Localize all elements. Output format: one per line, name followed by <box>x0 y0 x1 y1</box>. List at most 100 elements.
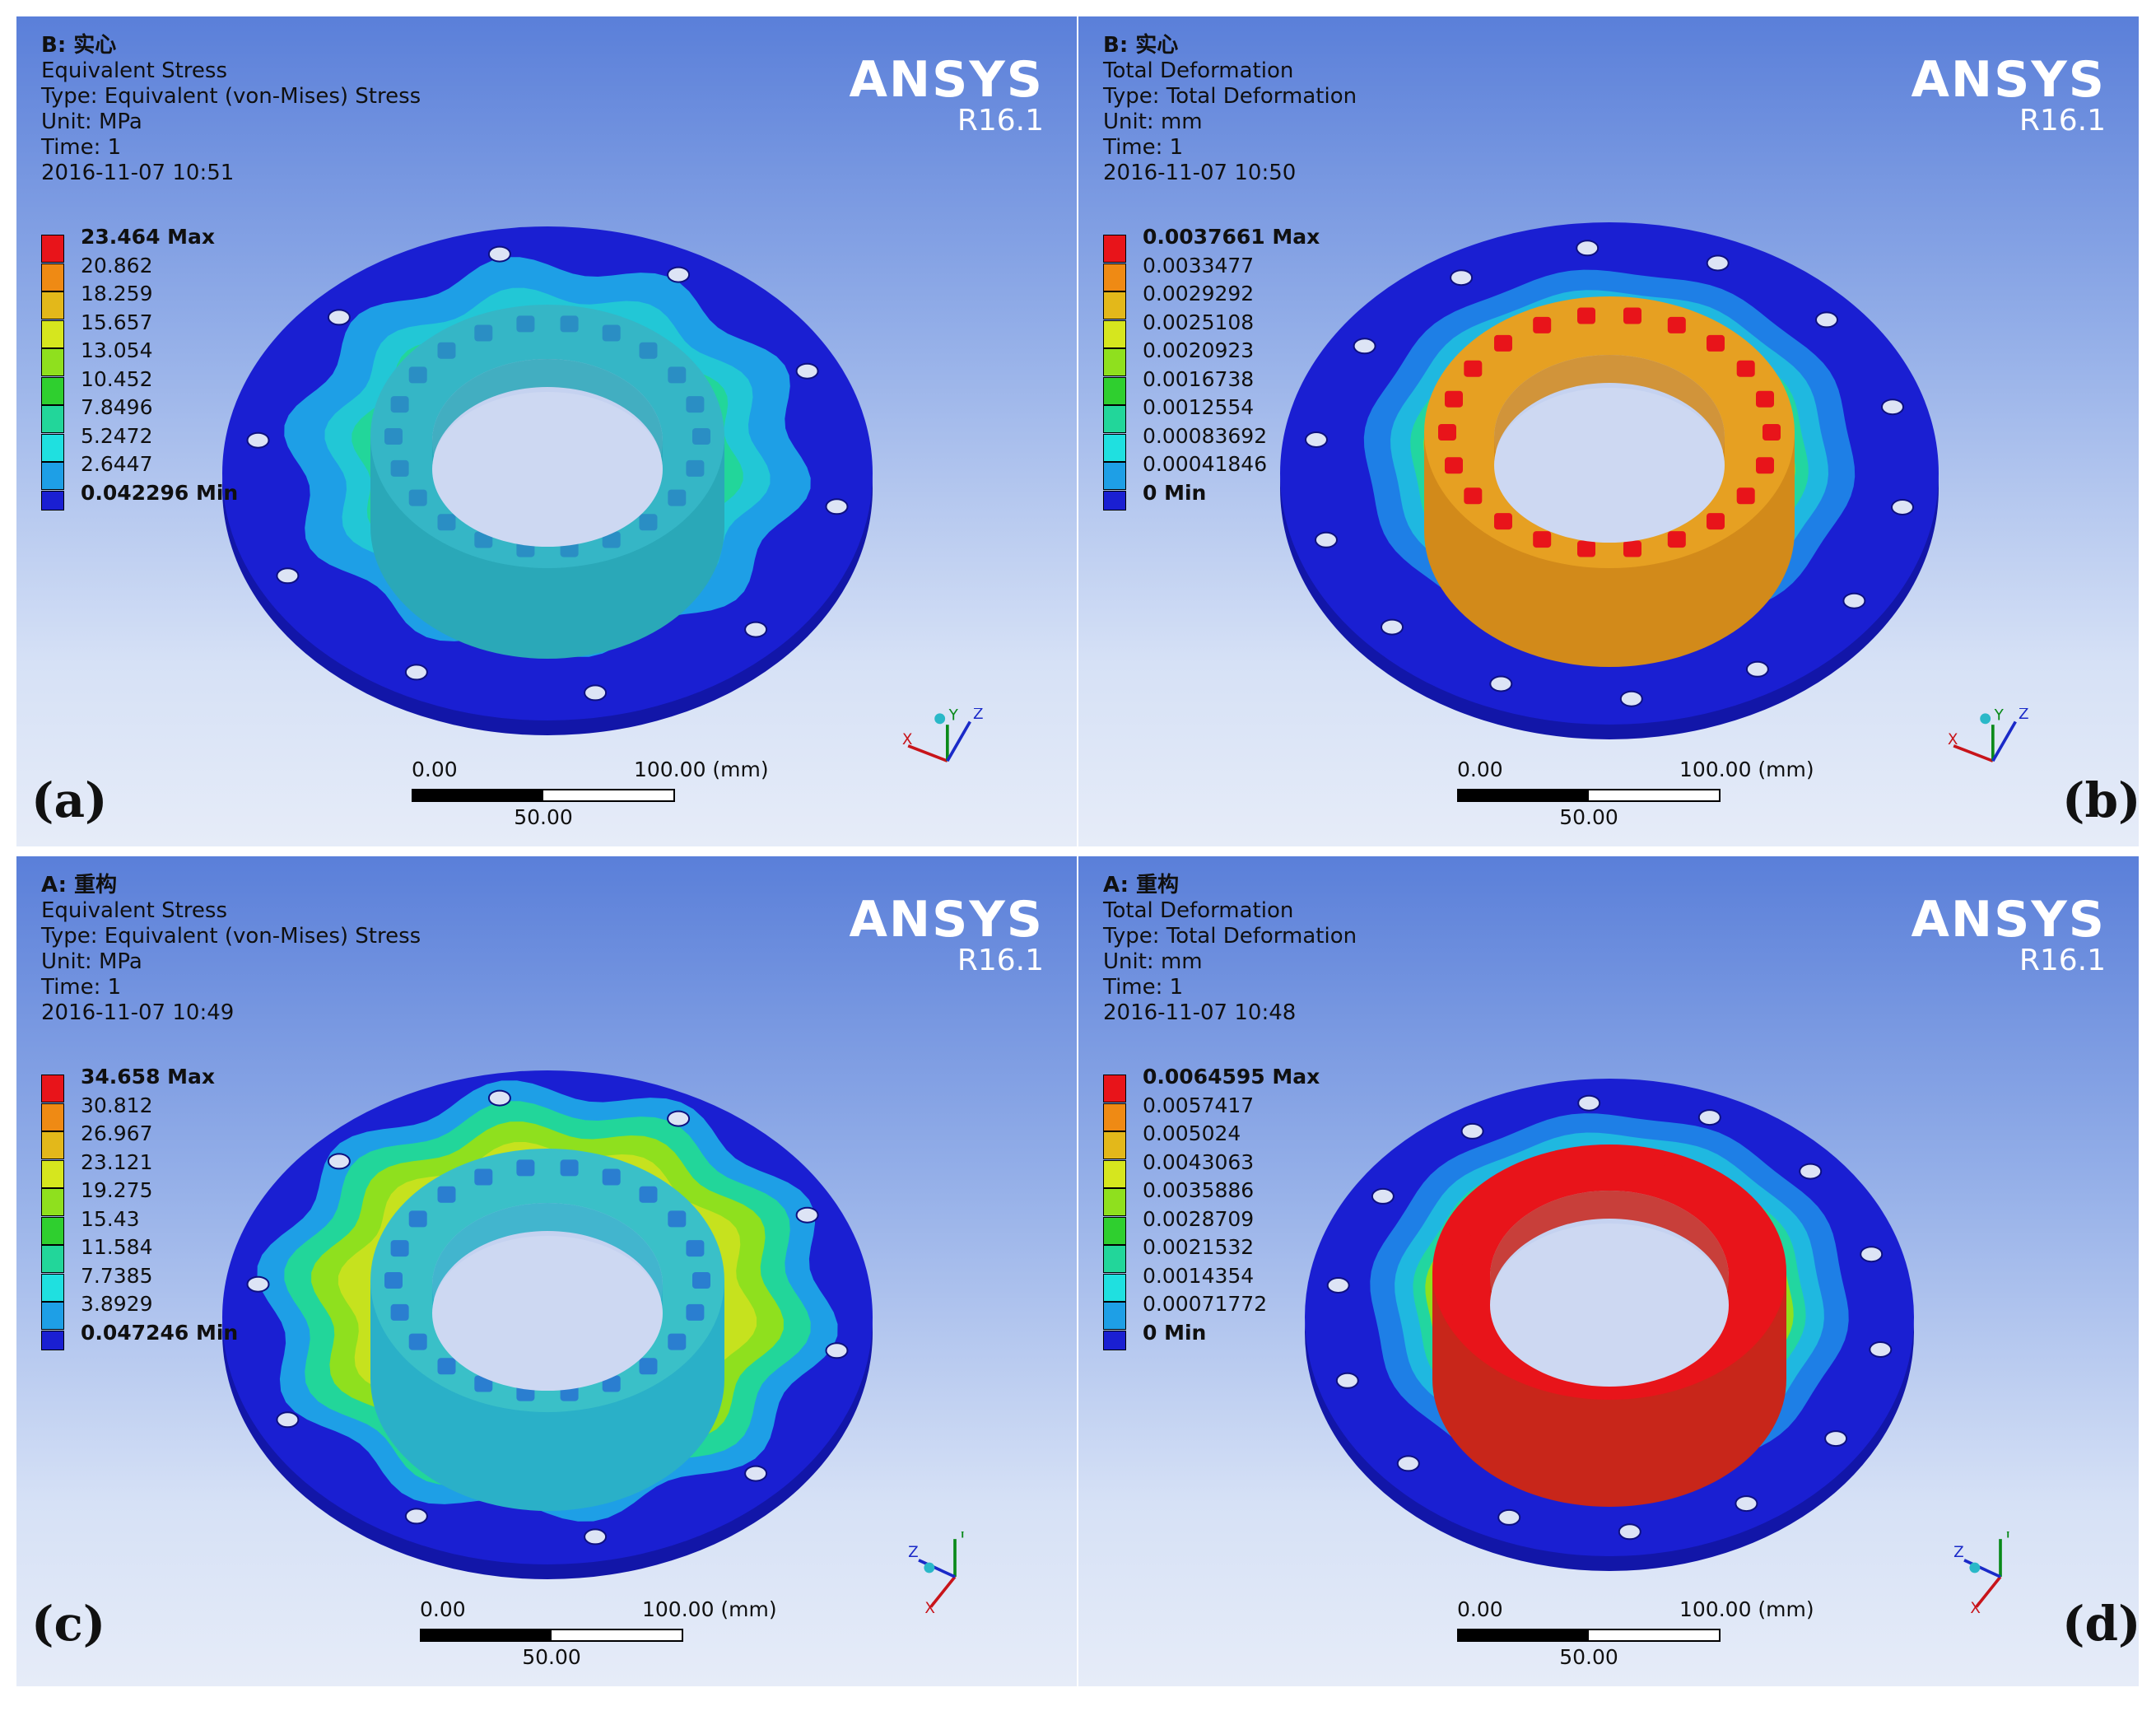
legend-swatch <box>41 348 64 376</box>
spline-tooth <box>390 459 409 477</box>
bolt-hole <box>795 1206 819 1224</box>
model-canvas[interactable] <box>1078 856 2139 1686</box>
fea-model[interactable] <box>222 1070 873 1579</box>
legend-value: 0.005024 <box>1143 1121 1241 1145</box>
legend-swatch <box>41 433 64 462</box>
result-time: Time: 1 <box>41 135 122 160</box>
bolt-hole <box>667 266 691 283</box>
result-viewport-c[interactable]: A: 重构 Equivalent Stress Type: Equivalent (… <box>16 856 1077 1686</box>
color-legend[interactable]: 34.658 Max 30.812 26.967 23.121 19.275 15.43 1… <box>41 1065 255 1363</box>
color-legend[interactable]: 0.0064595 Max 0.0057417 0.005024 0.0043063 0… <box>1103 1065 1320 1363</box>
fea-model[interactable] <box>222 226 873 735</box>
spline-tooth <box>1577 540 1595 557</box>
legend-swatch <box>41 1302 64 1330</box>
legend-max: 0.0064595 Max <box>1143 1065 1320 1089</box>
bolt-hole <box>1869 1341 1893 1358</box>
bolt-hole <box>1860 1246 1884 1263</box>
bolt-hole <box>1824 1430 1848 1448</box>
model-canvas[interactable] <box>1078 16 2139 846</box>
spline-tooth <box>474 324 493 342</box>
legend-value: 5.2472 <box>81 423 153 448</box>
bolt-hole <box>1396 1455 1420 1472</box>
legend-value: 0.0057417 <box>1143 1093 1255 1117</box>
spline-tooth <box>1577 307 1595 324</box>
spline-tooth <box>668 489 687 506</box>
bore-wall <box>432 359 663 469</box>
result-viewport-d[interactable]: A: 重构 Total Deformation Type: Total Deform… <box>1078 856 2139 1686</box>
spline-tooth <box>639 1186 658 1203</box>
bolt-hole <box>1619 690 1643 707</box>
legend-swatch <box>41 1216 64 1245</box>
spline-tooth <box>1667 316 1686 333</box>
spline-tooth <box>1578 1155 1597 1173</box>
scale-ruler-fill <box>421 1630 552 1640</box>
legend-swatch <box>41 1188 64 1216</box>
result-time: Time: 1 <box>1103 135 1184 160</box>
legend-swatch <box>41 376 64 405</box>
spline-tooth <box>1701 1181 1720 1198</box>
color-legend[interactable]: 0.0037661 Max 0.0033477 0.0029292 0.0025108… <box>1103 225 1320 523</box>
spline-tooth <box>1707 334 1725 352</box>
bolt-hole <box>1576 240 1600 257</box>
model-title: B: 实心 <box>1103 33 1179 58</box>
spline-tooth <box>668 1333 687 1350</box>
spline-tooth <box>1494 513 1512 530</box>
spline-tooth <box>639 1358 658 1375</box>
bolt-hole <box>1335 1372 1359 1389</box>
bolt-hole <box>1381 618 1404 636</box>
legend-value: 7.8496 <box>81 395 153 419</box>
bolt-hole <box>667 1110 691 1127</box>
spline-tooth <box>639 514 658 531</box>
spline-tooth <box>668 1210 687 1228</box>
spline-tooth <box>686 1240 705 1257</box>
fea-model[interactable] <box>1280 222 1939 739</box>
bore-wall <box>1490 1191 1729 1305</box>
bolt-hole <box>276 1411 300 1429</box>
model-canvas[interactable] <box>16 856 1077 1686</box>
legend-swatch <box>1103 1159 1126 1188</box>
triad-canvas[interactable]: XYZ <box>1943 1532 2058 1622</box>
result-timestamp: 2016-11-07 10:49 <box>41 1000 235 1025</box>
axis-label: Y <box>948 708 959 725</box>
color-legend[interactable]: 23.464 Max 20.862 18.259 15.657 13.054 10.452… <box>41 225 255 523</box>
spline-tooth <box>408 1210 427 1228</box>
fea-model[interactable] <box>1305 1079 1914 1571</box>
legend-min: 0.042296 Min <box>81 480 239 505</box>
scale-ruler-fill <box>413 790 543 800</box>
bolt-hole <box>1497 1508 1521 1526</box>
result-time: Time: 1 <box>1103 975 1184 1000</box>
bolt-hole <box>1489 675 1513 692</box>
legend-value: 0.0028709 <box>1143 1206 1255 1231</box>
legend-swatch <box>41 291 64 319</box>
legend-value: 0.0021532 <box>1143 1235 1255 1259</box>
result-viewport-b[interactable]: B: 实心 Total Deformation Type: Total Deform… <box>1078 16 2139 846</box>
bolt-hole <box>584 684 608 702</box>
bolt-hole <box>1305 431 1328 448</box>
result-type: Type: Total Deformation <box>1103 84 1357 109</box>
scale-start: 0.00 <box>420 1597 466 1621</box>
model-canvas[interactable] <box>16 16 1077 846</box>
spline-tooth <box>1622 1155 1641 1173</box>
z-axis <box>1991 720 2017 762</box>
brand-version: R16.1 <box>2019 104 2106 138</box>
spline-tooth <box>516 1159 535 1177</box>
result-viewport-a[interactable]: B: 实心 Equivalent Stress Type: Equivalent (… <box>16 16 1077 846</box>
spline-tooth <box>560 315 579 333</box>
spline-tooth <box>1470 1205 1489 1222</box>
view-ball-icon <box>924 1562 935 1573</box>
legend-max: 34.658 Max <box>81 1065 216 1089</box>
bolt-hole <box>1577 1094 1601 1112</box>
spline-tooth <box>390 396 409 413</box>
view-ball-icon <box>1969 1562 1981 1573</box>
legend-swatch <box>1103 376 1126 405</box>
spline-tooth <box>1464 360 1483 377</box>
legend-swatch <box>1103 1273 1126 1302</box>
triad-canvas[interactable]: XYZ <box>897 1532 1013 1622</box>
legend-swatch <box>1103 1075 1126 1103</box>
spline-tooth <box>1446 1264 1464 1280</box>
spline-tooth <box>390 1240 409 1257</box>
legend-swatch <box>1103 263 1126 291</box>
spline-tooth <box>1470 1322 1489 1340</box>
